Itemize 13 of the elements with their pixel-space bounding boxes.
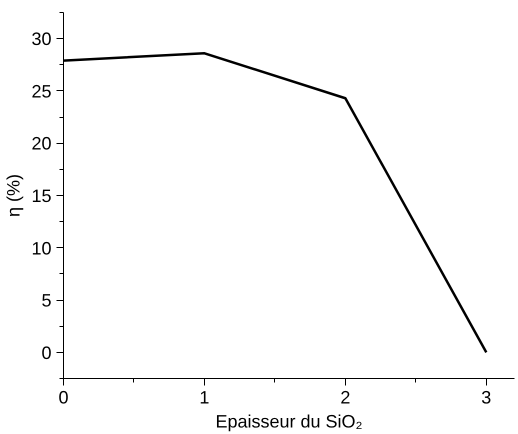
y-tick-label: 15	[31, 186, 52, 206]
y-tick-label: 20	[31, 134, 52, 154]
y-tick-label: 30	[31, 29, 52, 50]
y-tick-label: 25	[31, 81, 52, 102]
y-tick-label: 0	[41, 342, 52, 363]
x-tick-label: 0	[58, 388, 69, 408]
y-tick-label: 10	[31, 238, 52, 258]
x-tick-label: 1	[199, 388, 210, 408]
y-tick-label: 5	[41, 290, 52, 311]
x-tick-label: 3	[481, 388, 492, 408]
x-axis-title: Epaisseur du SiO₂	[215, 412, 363, 432]
y-axis-title: η (%)	[3, 174, 24, 217]
x-tick-label: 2	[340, 388, 350, 408]
